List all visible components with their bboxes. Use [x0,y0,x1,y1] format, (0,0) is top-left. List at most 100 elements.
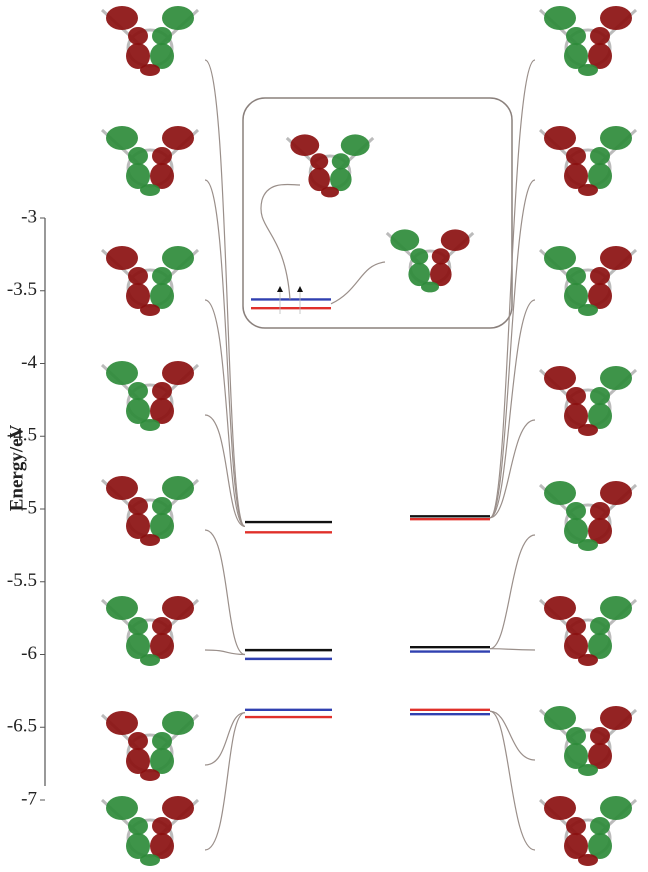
orbital-lobe [332,153,350,169]
y-tick-label: -3 [21,206,37,227]
orbital-lobe [321,187,339,198]
orbital-lobe [162,596,194,620]
orbital-lobe [544,246,576,270]
connector [490,711,535,850]
orbital-lobe [600,796,632,820]
orbital-lobe [390,229,419,251]
orbital-lobe [544,796,576,820]
orbital-lobe [566,817,586,835]
orbital-lobe [566,727,586,745]
orbital-lobe [128,497,148,515]
orbital-lobe [578,764,598,776]
inset-frame [243,98,512,328]
y-tick-label: -3.5 [7,279,37,300]
orbital-lobe [600,366,632,390]
orbital-lobe [410,248,428,264]
orbital-lobe [140,534,160,546]
connector [490,649,535,650]
orbital-lobe [290,134,319,156]
y-tick-label: -5 [21,497,37,518]
connector [205,713,245,765]
orbital-lobe [544,481,576,505]
orbital-lobe [106,796,138,820]
orbital-lobe [128,267,148,285]
orbital-lobe [140,769,160,781]
y-tick-label: -4 [21,352,37,373]
orbital-lobe [590,27,610,45]
orbital-lobe [140,654,160,666]
orbital-lobe [544,596,576,620]
orbital-lobe [578,304,598,316]
spin-arrow [277,286,283,292]
orbital-lobe [600,246,632,270]
orbital-lobe [162,476,194,500]
orbital-lobe [421,282,439,293]
orbital-lobe [152,267,172,285]
orbital-lobe [590,387,610,405]
orbital-lobe [140,304,160,316]
orbital-lobe [152,497,172,515]
orbital-lobe [600,706,632,730]
y-tick-label: -5.5 [7,570,37,591]
orbital-lobe [152,617,172,635]
connector [205,300,245,526]
orbital-lobe [162,711,194,735]
orbital-lobe [128,147,148,165]
orbital-lobe [152,147,172,165]
orbital-lobe [106,246,138,270]
orbital-lobe [140,64,160,76]
orbital-lobe [544,6,576,30]
orbital-lobe [590,502,610,520]
orbital-lobe [106,711,138,735]
connector [261,184,300,299]
connector [205,530,245,655]
orbital-lobe [544,126,576,150]
orbital-lobe [341,134,370,156]
orbital-lobe [566,27,586,45]
y-tick-label: -7 [21,788,37,809]
orbital-lobe [441,229,470,251]
orbital-lobe [590,147,610,165]
orbital-lobe [162,361,194,385]
orbital-lobe [566,147,586,165]
orbital-lobe [128,617,148,635]
connector [490,535,535,649]
orbital-lobe [162,796,194,820]
orbital-lobe [152,817,172,835]
orbital-lobe [590,817,610,835]
connector [331,262,385,304]
orbital-lobe [162,246,194,270]
orbital-lobe [310,153,328,169]
y-tick-label: -6 [21,643,37,664]
orbital-lobe [128,817,148,835]
orbital-lobe [128,27,148,45]
orbital-lobe [590,617,610,635]
orbital-images [102,6,636,866]
orbital-lobe [544,706,576,730]
orbital-lobe [162,126,194,150]
orbital-lobe [106,126,138,150]
chart: Energy/eV -3-3.5-4-4.5-5-5.5-6-6.5-7 [0,0,648,872]
orbital-lobe [140,854,160,866]
orbital-lobe [600,481,632,505]
orbital-lobe [152,27,172,45]
orbital-lobe [600,6,632,30]
orbital-lobe [106,361,138,385]
orbital-lobe [600,126,632,150]
orbital-lobe [578,424,598,436]
orbital-lobe [600,596,632,620]
orbital-lobe [566,502,586,520]
orbital-lobe [106,6,138,30]
orbital-lobe [590,267,610,285]
orbital-lobe [128,382,148,400]
spin-arrow [297,286,303,292]
orbital-lobe [578,64,598,76]
orbital-lobe [544,366,576,390]
orbital-lobe [152,732,172,750]
orbital-lobe [162,6,194,30]
orbital-lobe [578,184,598,196]
connector [490,300,535,518]
orbital-lobe [140,184,160,196]
connector [205,713,245,850]
orbital-lobe [578,654,598,666]
